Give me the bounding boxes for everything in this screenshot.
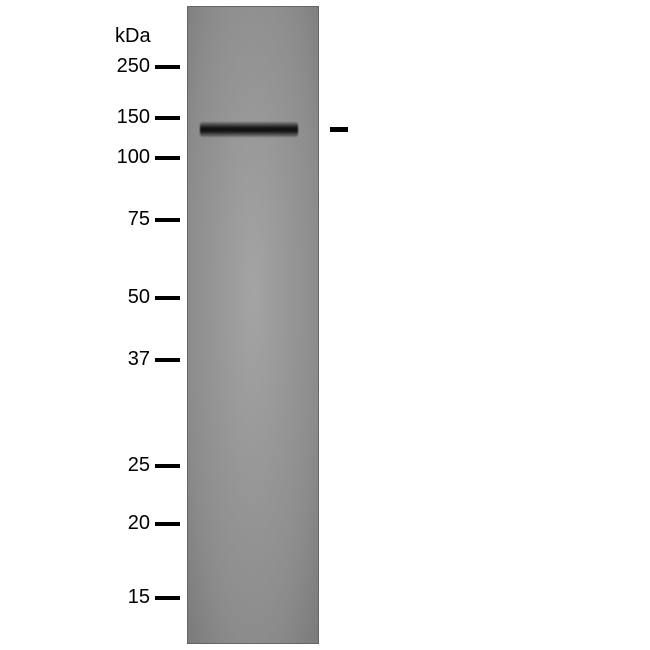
marker-tick <box>155 116 180 120</box>
blot-canvas: kDa 250 150 100 75 50 37 25 20 15 <box>0 0 650 650</box>
marker-label: 150 <box>0 106 150 129</box>
axis-unit-label: kDa <box>115 25 151 48</box>
marker-tick <box>155 156 180 160</box>
marker-label: 75 <box>0 208 150 231</box>
protein-band <box>200 122 298 137</box>
marker-label: 50 <box>0 286 150 309</box>
marker-label: 37 <box>0 348 150 371</box>
marker-label: 20 <box>0 512 150 535</box>
marker-tick <box>155 464 180 468</box>
marker-label: 25 <box>0 454 150 477</box>
marker-tick <box>155 218 180 222</box>
marker-tick <box>155 65 180 69</box>
marker-tick <box>155 358 180 362</box>
band-pointer <box>330 127 348 132</box>
marker-label: 250 <box>0 55 150 78</box>
marker-tick <box>155 296 180 300</box>
lane-frame <box>187 6 319 644</box>
marker-tick <box>155 596 180 600</box>
marker-label: 15 <box>0 586 150 609</box>
marker-tick <box>155 522 180 526</box>
marker-label: 100 <box>0 146 150 169</box>
